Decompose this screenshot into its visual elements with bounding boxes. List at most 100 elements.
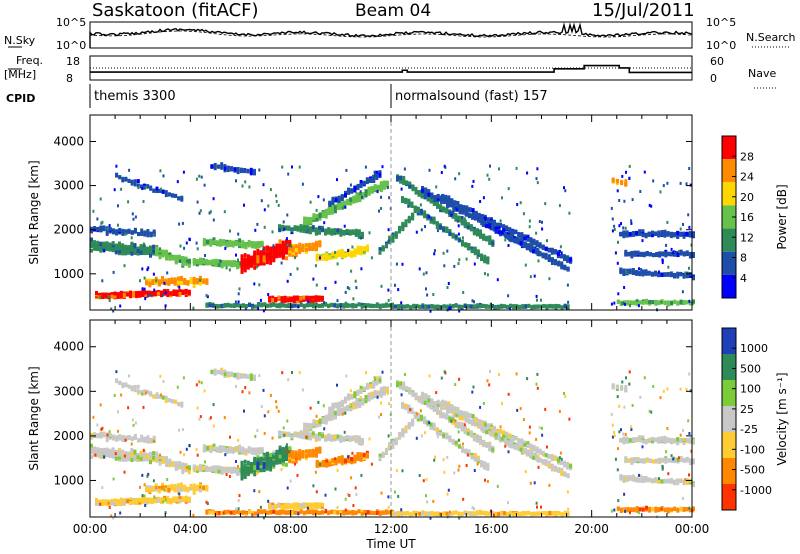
power-cell — [101, 292, 105, 297]
power-cell — [348, 229, 352, 234]
power-cell — [471, 208, 475, 213]
power-cell — [362, 181, 366, 186]
velocity-cell — [233, 373, 237, 377]
power-cell — [446, 203, 449, 208]
power-cell — [485, 224, 489, 229]
power-cell — [435, 185, 438, 189]
power-cell — [484, 304, 488, 309]
power-cell — [174, 260, 178, 265]
power-cell — [133, 179, 137, 184]
power-cell — [625, 170, 627, 174]
power-cell — [491, 224, 495, 229]
power-cell — [479, 200, 482, 203]
velocity-cell — [183, 485, 187, 490]
power-cell — [309, 220, 313, 225]
velocity-cell — [259, 468, 263, 473]
power-cell — [550, 257, 554, 262]
power-cell — [327, 206, 331, 211]
power-cell — [651, 300, 655, 304]
power-cell — [149, 248, 152, 253]
power-cell — [333, 229, 337, 234]
power-cell — [118, 175, 122, 180]
velocity-cell — [240, 465, 244, 470]
power-cell — [482, 236, 486, 241]
power-cell — [507, 244, 510, 247]
power-cell — [163, 281, 166, 285]
power-cell — [620, 222, 622, 226]
power-cell — [404, 200, 408, 205]
velocity-cell — [98, 500, 102, 504]
power-cell — [622, 234, 626, 239]
power-cell — [478, 304, 482, 309]
power-cell — [458, 309, 461, 313]
velocity-cell — [192, 490, 196, 495]
power-cell — [657, 272, 661, 277]
power-cell — [342, 231, 346, 236]
velocity-cell — [257, 448, 261, 453]
power-cell — [314, 295, 318, 300]
power-cell — [513, 239, 517, 244]
power-cell — [161, 189, 165, 194]
power-cell — [356, 186, 360, 191]
power-cell — [181, 262, 185, 267]
power-cell — [641, 233, 645, 238]
power-cell — [243, 253, 247, 258]
power-cell — [187, 291, 191, 296]
power-cell — [308, 230, 312, 235]
power-cell — [185, 241, 188, 245]
power-cell — [269, 260, 273, 265]
power-cell — [688, 233, 692, 238]
power-cell — [535, 240, 539, 245]
power-cell — [439, 208, 443, 213]
power-cell — [311, 298, 315, 303]
power-cell — [660, 231, 664, 236]
power-cell — [498, 167, 500, 171]
power-cell — [102, 244, 106, 249]
power-cell — [359, 245, 363, 250]
power-cell — [344, 252, 347, 257]
power-cell — [108, 299, 111, 302]
power-cell — [536, 304, 540, 309]
power-cell — [234, 240, 238, 245]
power-cell — [291, 165, 293, 169]
power-cell — [458, 210, 462, 215]
power-cell — [538, 252, 542, 257]
power-cell — [465, 205, 469, 210]
power-cell — [624, 182, 628, 187]
power-cell — [358, 195, 362, 200]
power-cell — [198, 211, 201, 215]
power-cell — [359, 251, 363, 256]
power-cell — [336, 303, 340, 308]
power-cell — [635, 301, 639, 306]
velocity-cell — [133, 457, 137, 462]
power-cell — [142, 242, 145, 246]
velocity-cell — [199, 488, 202, 493]
power-cell — [448, 210, 452, 215]
power-cell — [90, 243, 93, 248]
power-cell — [285, 240, 288, 245]
velocity-cell — [256, 457, 260, 462]
power-cell — [139, 247, 143, 252]
velocity-cell — [243, 465, 247, 470]
velocity-cell — [256, 469, 260, 474]
power-cell — [266, 303, 270, 308]
velocity-cell — [202, 444, 206, 449]
power-ytick-label: 1000 — [53, 267, 84, 281]
power-cell — [471, 184, 474, 188]
power-cell — [118, 227, 122, 232]
velocity-cell — [152, 455, 156, 460]
power-cell — [344, 205, 347, 209]
power-cell — [610, 206, 613, 210]
beam-title: Beam 04 — [355, 1, 432, 21]
power-cell — [233, 260, 237, 264]
power-cell — [351, 245, 354, 249]
power-cell — [314, 229, 318, 234]
power-cell — [205, 293, 208, 297]
power-cell — [238, 242, 242, 247]
power-cell — [259, 261, 263, 266]
power-cell — [613, 228, 616, 231]
power-cell — [311, 304, 315, 309]
power-cell — [467, 213, 471, 217]
power-cell — [477, 218, 481, 223]
power-cell — [281, 255, 285, 260]
